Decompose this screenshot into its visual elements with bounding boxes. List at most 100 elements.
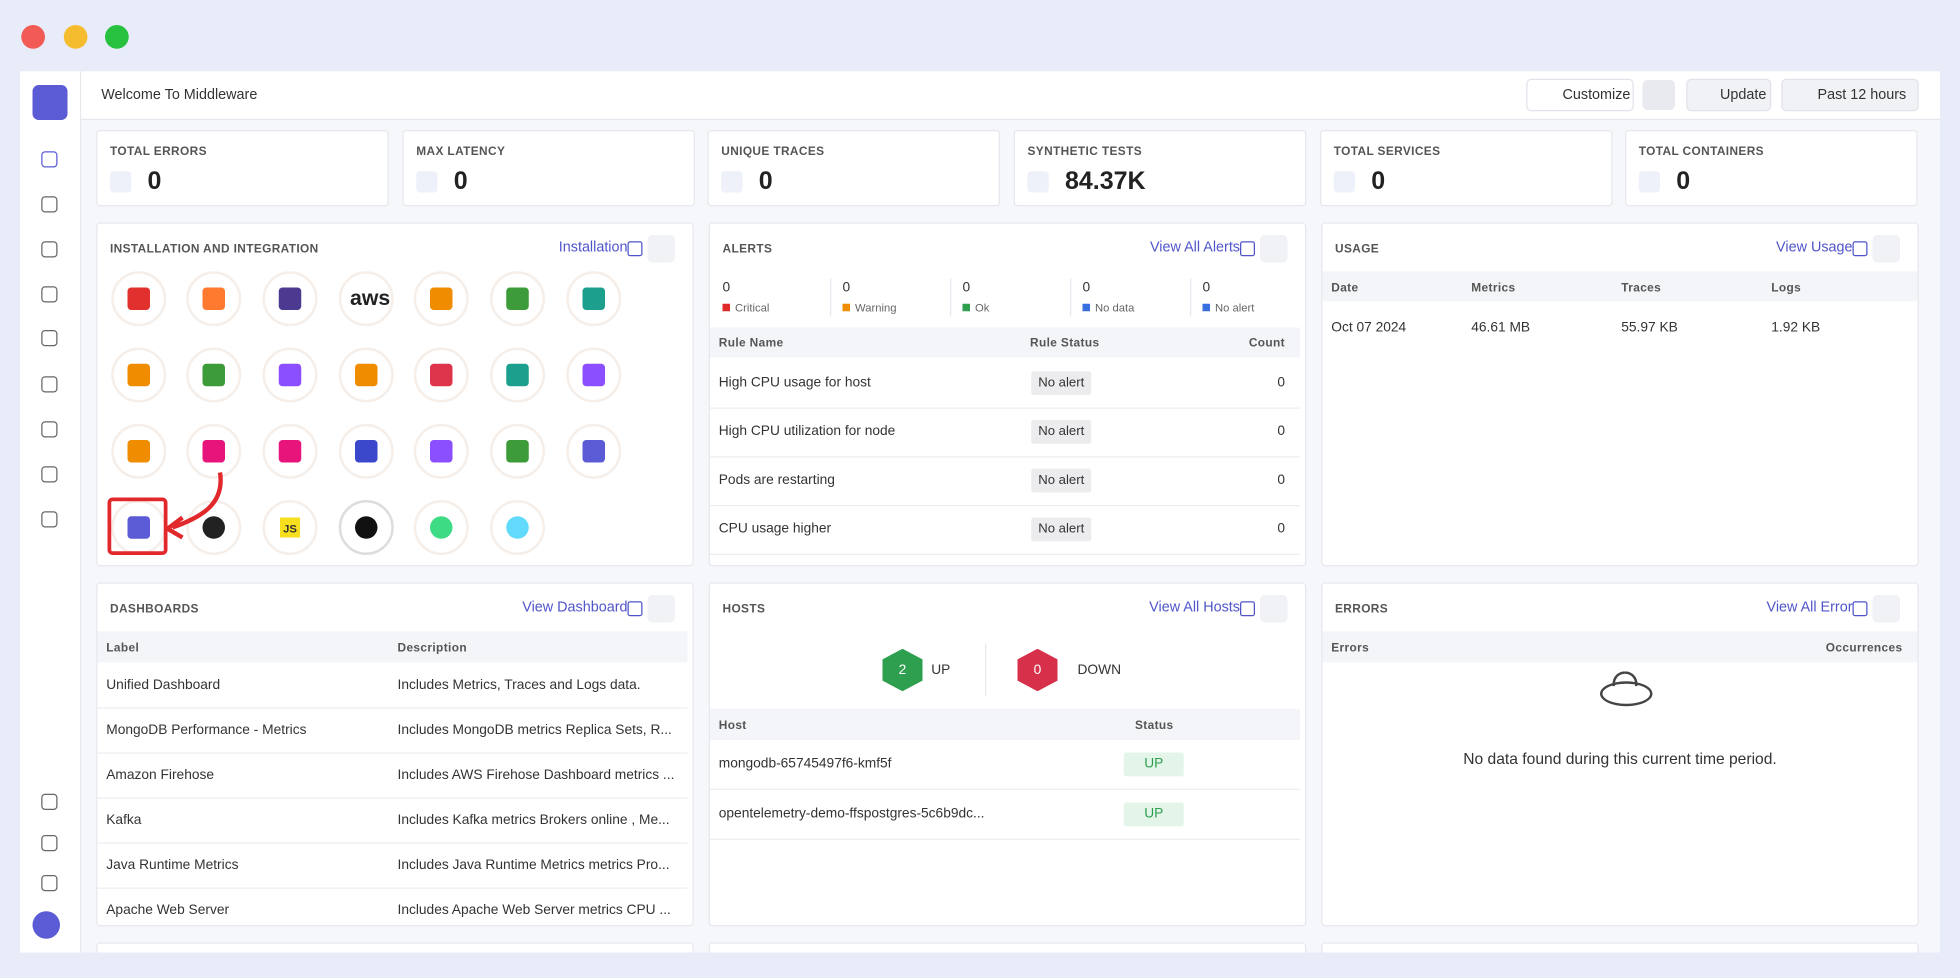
delete-button[interactable] bbox=[647, 235, 675, 263]
logo[interactable] bbox=[32, 85, 68, 120]
integration-icon[interactable] bbox=[413, 423, 469, 479]
delete-button[interactable] bbox=[1260, 595, 1288, 623]
nav-icon[interactable] bbox=[41, 151, 58, 168]
integration-icon[interactable] bbox=[490, 423, 545, 479]
nav-icon[interactable] bbox=[41, 793, 58, 810]
integration-icon[interactable] bbox=[262, 423, 318, 479]
min-dot[interactable] bbox=[63, 25, 88, 49]
icon-glyph bbox=[127, 440, 150, 463]
panel-link[interactable]: View All Error bbox=[1766, 600, 1853, 615]
summary-divider bbox=[830, 278, 832, 317]
summary-swatch bbox=[962, 303, 970, 312]
header-button[interactable]: Update bbox=[1686, 78, 1772, 112]
integration-icon[interactable] bbox=[490, 500, 545, 555]
nav-icon[interactable] bbox=[41, 286, 58, 303]
stat-icon bbox=[416, 171, 438, 193]
summary-divider bbox=[950, 278, 952, 317]
delete-button[interactable] bbox=[1260, 235, 1288, 263]
integration-icon[interactable] bbox=[566, 347, 622, 403]
nav-icon[interactable] bbox=[41, 330, 58, 347]
avatar[interactable] bbox=[32, 911, 60, 939]
row-bg bbox=[1322, 301, 1918, 347]
integration-icon[interactable] bbox=[111, 423, 167, 479]
integration-icon[interactable] bbox=[566, 271, 622, 327]
panel-link[interactable]: View Dashboard bbox=[522, 600, 628, 615]
row-border bbox=[710, 505, 1300, 507]
icon-glyph bbox=[355, 516, 378, 539]
integration-icon[interactable] bbox=[413, 347, 469, 403]
button-label: Update bbox=[1720, 87, 1767, 103]
panel-link[interactable]: View All Alerts bbox=[1149, 240, 1240, 255]
header-button[interactable]: Customize bbox=[1526, 78, 1634, 112]
integration-icon[interactable] bbox=[262, 271, 318, 327]
icon-glyph bbox=[355, 440, 378, 463]
rule-name: CPU usage higher bbox=[718, 521, 832, 537]
integration-icon[interactable] bbox=[566, 423, 622, 479]
integration-icon[interactable] bbox=[413, 271, 469, 327]
integration-icon[interactable] bbox=[111, 271, 167, 327]
header-button[interactable]: Past 12 hours bbox=[1781, 78, 1919, 112]
integration-icon[interactable] bbox=[338, 347, 394, 403]
stat-icon bbox=[1027, 171, 1049, 193]
delete-button[interactable] bbox=[1872, 595, 1900, 623]
host-name: mongodb-65745497f6-kmf5f bbox=[718, 756, 892, 772]
integration-icon[interactable] bbox=[413, 500, 469, 555]
integration-icon[interactable]: JS bbox=[262, 500, 318, 555]
status-up: UP bbox=[1123, 802, 1184, 827]
summary-label: No alert bbox=[1215, 301, 1255, 314]
link-icon bbox=[1852, 241, 1868, 257]
summary-label: Critical bbox=[735, 301, 770, 314]
integration-icon[interactable] bbox=[186, 347, 242, 403]
rule-count: 0 bbox=[1277, 521, 1285, 537]
play-button[interactable] bbox=[1642, 80, 1675, 110]
integration-icon[interactable] bbox=[186, 423, 242, 479]
integration-icon[interactable] bbox=[262, 347, 318, 403]
nav-icon[interactable] bbox=[41, 241, 58, 258]
icon-glyph bbox=[430, 363, 453, 387]
icon-glyph bbox=[506, 440, 529, 463]
icon-glyph bbox=[430, 440, 453, 463]
stat-label: TOTAL CONTAINERS bbox=[1638, 145, 1764, 159]
integration-icon[interactable] bbox=[490, 271, 545, 327]
stat-icon bbox=[1333, 171, 1355, 193]
max-dot[interactable] bbox=[105, 25, 129, 49]
summary-divider bbox=[1190, 278, 1192, 317]
nav-icon[interactable] bbox=[41, 421, 58, 438]
panel: DASHBOARDS View Dashboard Label Description… bbox=[96, 582, 694, 927]
stat-icon bbox=[110, 171, 132, 193]
stat-icon bbox=[1638, 171, 1660, 193]
nav-icon[interactable] bbox=[41, 196, 58, 213]
panel-link[interactable]: Installation bbox=[558, 240, 628, 255]
delete-button[interactable] bbox=[1872, 235, 1900, 263]
panel-link[interactable]: View Usage bbox=[1776, 240, 1853, 255]
stat-value: 0 bbox=[1371, 167, 1386, 196]
delete-button[interactable] bbox=[647, 595, 675, 623]
stat-card: TOTAL SERVICES 0 bbox=[1320, 130, 1613, 207]
dash-desc: Includes MongoDB metrics Replica Sets, R… bbox=[397, 722, 672, 738]
link-icon bbox=[627, 241, 643, 257]
integration-icon[interactable] bbox=[338, 500, 394, 555]
nav-icon[interactable] bbox=[41, 376, 58, 393]
panel-link[interactable]: View All Hosts bbox=[1149, 600, 1240, 615]
icon-glyph bbox=[506, 516, 529, 539]
close-dot[interactable] bbox=[21, 25, 45, 49]
integration-icon[interactable] bbox=[490, 347, 545, 403]
integration-icon[interactable] bbox=[338, 423, 394, 479]
panel: INSTALLATION AND INTEGRATION Installation… bbox=[96, 222, 694, 567]
stat-label: TOTAL ERRORS bbox=[110, 145, 207, 159]
highlight-box bbox=[107, 497, 168, 555]
link-icon bbox=[1240, 241, 1255, 257]
integration-icon[interactable]: aws bbox=[338, 271, 394, 327]
th: Description bbox=[397, 641, 467, 655]
nav-icon[interactable] bbox=[41, 835, 58, 852]
icon-glyph bbox=[278, 363, 302, 387]
nav-icon[interactable] bbox=[41, 466, 58, 483]
summary-label: No data bbox=[1095, 301, 1135, 314]
integration-icon[interactable] bbox=[111, 347, 167, 403]
nav-icon[interactable] bbox=[41, 875, 58, 892]
nav-icon[interactable] bbox=[41, 511, 58, 528]
integration-icon[interactable] bbox=[186, 271, 242, 327]
stat-label: MAX LATENCY bbox=[416, 145, 506, 159]
link-icon bbox=[1240, 601, 1255, 617]
rule-name: Pods are restarting bbox=[718, 472, 835, 488]
